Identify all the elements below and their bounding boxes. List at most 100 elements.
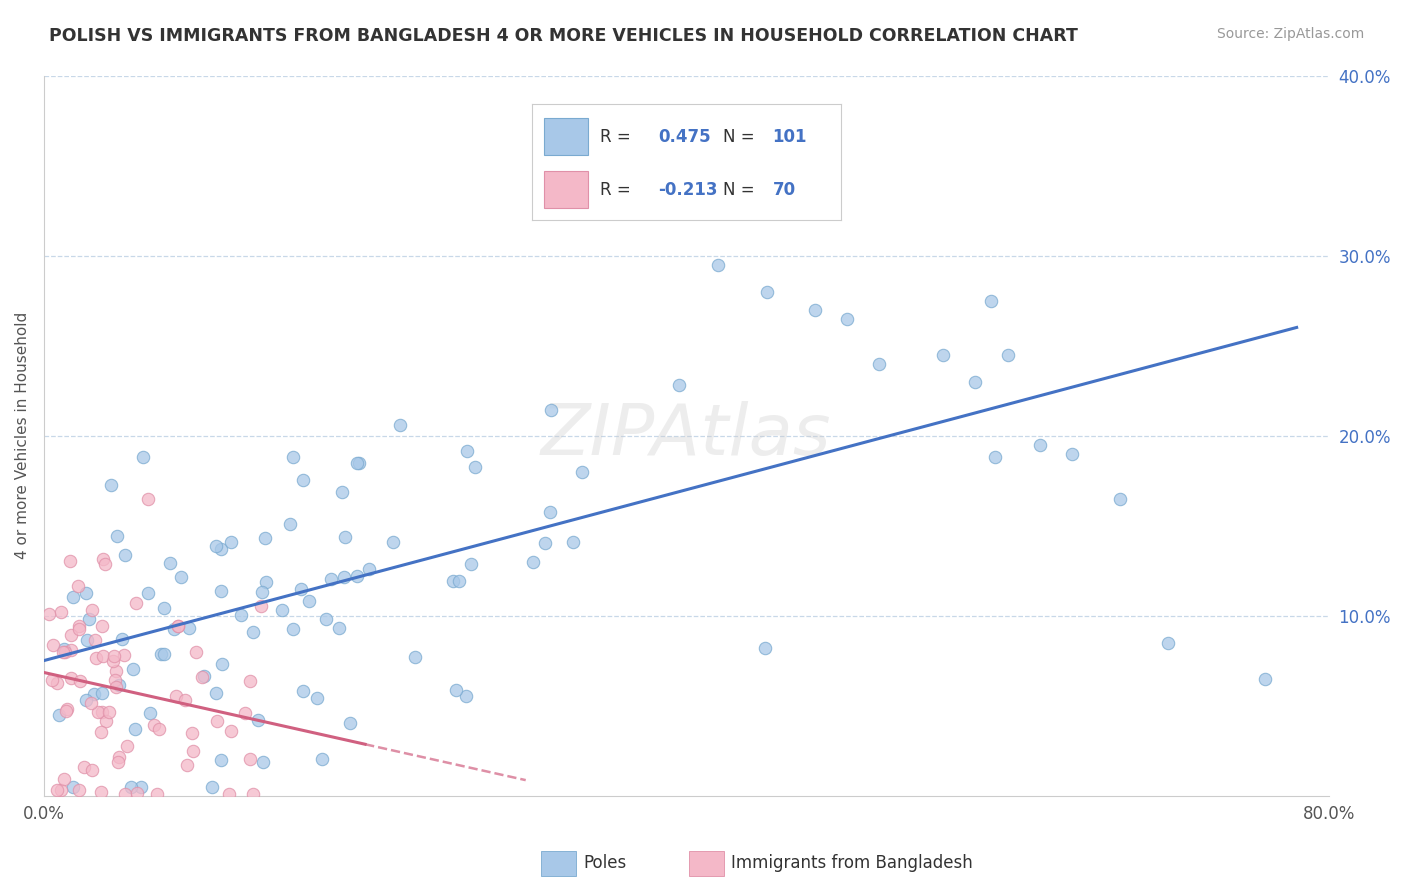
Point (229, 607, 252, 622)
Point (93, 552, 115, 566)
Point (218, 787, 240, 801)
Point (114, 787, 136, 801)
Point (38, 607, 60, 621)
Point (983, 450, 1005, 464)
Point (91, 686, 114, 700)
Point (804, 302, 827, 317)
Point (446, 683, 468, 698)
Point (349, 457, 371, 471)
Point (105, 529, 128, 543)
Point (281, 450, 304, 464)
Point (125, 595, 148, 609)
Point (233, 706, 256, 720)
Point (315, 612, 337, 626)
Point (145, 787, 167, 801)
Point (89, 724, 111, 739)
Point (42, 638, 65, 652)
Point (191, 670, 214, 684)
Point (97, 705, 120, 719)
Point (167, 619, 190, 633)
Point (201, 780, 224, 794)
Point (1109, 491, 1132, 506)
Point (67, 619, 90, 633)
Point (69, 673, 91, 688)
Point (534, 535, 557, 549)
Point (252, 756, 274, 770)
Point (159, 556, 181, 570)
Point (153, 601, 176, 615)
Point (333, 530, 356, 544)
Point (787, 203, 810, 218)
Point (239, 752, 262, 766)
Point (41, 673, 63, 688)
Point (1060, 447, 1083, 461)
Point (209, 541, 232, 556)
Point (307, 690, 329, 705)
Point (129, 780, 152, 794)
Text: Source: ZipAtlas.com: Source: ZipAtlas.com (1216, 27, 1364, 41)
Point (73, 760, 96, 774)
Point (120, 780, 142, 794)
Point (668, 377, 690, 392)
Point (184, 645, 207, 659)
Point (59, 671, 82, 685)
Point (67, 622, 90, 636)
Text: POLISH VS IMMIGRANTS FROM BANGLADESH 4 OR MORE VEHICLES IN HOUSEHOLD CORRELATION: POLISH VS IMMIGRANTS FROM BANGLADESH 4 O… (49, 27, 1078, 45)
Point (209, 584, 232, 599)
Point (153, 647, 176, 661)
Point (997, 348, 1019, 362)
Point (62, 590, 84, 604)
Point (90, 785, 112, 799)
Point (112, 648, 135, 663)
Point (381, 535, 404, 549)
Point (132, 450, 155, 464)
Point (91, 619, 114, 633)
Point (83, 687, 105, 701)
Text: Poles: Poles (583, 855, 627, 872)
Point (103, 649, 125, 664)
Point (297, 594, 319, 608)
Point (53, 772, 76, 786)
Point (181, 744, 204, 758)
Point (75, 692, 97, 706)
Point (80, 696, 103, 710)
Point (59, 643, 82, 657)
Point (45, 782, 67, 797)
Point (136, 585, 159, 599)
Point (49, 783, 72, 797)
Point (965, 375, 987, 389)
Point (84, 650, 107, 665)
Point (571, 465, 593, 479)
Point (75, 586, 97, 600)
Point (181, 725, 204, 739)
Point (67, 783, 90, 797)
Point (94, 557, 117, 571)
Point (219, 723, 242, 738)
Point (389, 417, 412, 432)
Point (333, 570, 356, 584)
Point (868, 357, 890, 371)
Text: Immigrants from Bangladesh: Immigrants from Bangladesh (731, 855, 973, 872)
Point (52, 645, 75, 659)
Point (90, 705, 112, 719)
Point (52, 641, 75, 656)
Point (540, 403, 562, 417)
Point (447, 574, 470, 588)
Point (79, 612, 101, 626)
Point (80, 764, 103, 778)
Point (83, 632, 105, 647)
Point (321, 572, 343, 586)
Point (46, 676, 69, 690)
Point (754, 641, 776, 656)
Point (242, 787, 264, 801)
Point (328, 621, 350, 635)
Point (242, 625, 264, 640)
Point (835, 311, 858, 326)
Point (250, 584, 273, 599)
Point (104, 673, 127, 687)
Point (707, 258, 730, 272)
Point (359, 562, 381, 576)
Point (104, 664, 127, 678)
Point (167, 619, 190, 633)
Point (1253, 672, 1275, 686)
